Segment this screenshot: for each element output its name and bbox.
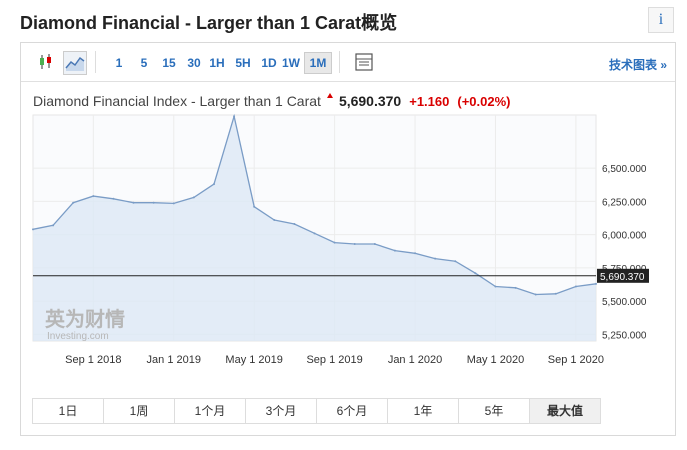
y-tick-label: 6,500.000 (602, 164, 647, 175)
data-point (333, 241, 336, 244)
y-tick-label: 5,250.000 (602, 330, 647, 341)
data-point (233, 115, 236, 118)
last-price-label: 5,690.370 (600, 272, 645, 283)
data-point (152, 201, 155, 204)
range-button-7[interactable]: 最大值 (529, 398, 601, 424)
timeframe-30[interactable]: 30 (187, 56, 201, 70)
data-point (414, 252, 417, 255)
timeframe-1w[interactable]: 1W (282, 56, 300, 70)
range-button-3[interactable]: 3个月 (245, 398, 316, 424)
range-button-0[interactable]: 1日 (32, 398, 103, 424)
data-point (293, 223, 296, 226)
price-change: +1.160 (409, 94, 450, 109)
range-button-1[interactable]: 1周 (103, 398, 174, 424)
data-point (574, 285, 577, 288)
y-tick-label: 5,500.000 (602, 297, 647, 308)
data-point (92, 195, 95, 198)
data-point (454, 260, 457, 263)
range-button-5[interactable]: 1年 (387, 398, 458, 424)
data-point (32, 228, 34, 231)
data-point (353, 242, 356, 245)
x-tick-label: May 1 2019 (225, 354, 282, 366)
timeframe-15[interactable]: 15 (162, 56, 176, 70)
data-point (514, 286, 517, 289)
timeframe-1h[interactable]: 1H (209, 56, 225, 70)
x-tick-label: Sep 1 2020 (548, 354, 604, 366)
timeframe-1d[interactable]: 1D (261, 56, 277, 70)
watermark-text: Investing.com (47, 331, 109, 342)
data-point (212, 183, 215, 186)
price-chart[interactable]: Sep 1 2018 Jan 1 2019 May 1 2019 Sep 1 2019… (21, 43, 675, 393)
data-point (434, 257, 437, 260)
data-point (474, 272, 477, 275)
data-point (534, 293, 537, 296)
last-price: 5,690.370 (338, 93, 402, 109)
chart-toolbar: 技术图表 » 1 5 15 30 1H 5H 1D 1W 1M (21, 43, 675, 82)
index-name: Diamond Financial Index - Larger than 1 … (33, 93, 321, 109)
range-button-6[interactable]: 5年 (458, 398, 529, 424)
timeframe-5[interactable]: 5 (140, 56, 148, 70)
data-point (595, 282, 597, 285)
area-chart-icon[interactable] (63, 51, 87, 75)
data-point (52, 224, 55, 227)
data-point (393, 249, 396, 252)
data-point (72, 201, 75, 204)
x-tick-label: Sep 1 2019 (306, 354, 362, 366)
y-tick-label: 6,000.000 (602, 231, 647, 242)
last-price-tag (597, 268, 649, 283)
data-point (192, 196, 195, 199)
data-point (172, 202, 175, 205)
area-fill (33, 116, 596, 341)
range-button-2[interactable]: 1个月 (174, 398, 245, 424)
timeframe-1[interactable]: 1 (115, 56, 123, 70)
up-arrow-icon (326, 93, 333, 98)
timeframe-5h[interactable]: 5H (235, 56, 251, 70)
data-point (253, 205, 256, 208)
chart-panel: 技术图表 » 1 5 15 30 1H 5H 1D 1W 1M Diamond Financia… (20, 42, 676, 436)
candlestick-icon[interactable] (35, 51, 57, 73)
advanced-chart-link[interactable]: 技术图表 » (608, 58, 667, 72)
settings-table-icon[interactable] (353, 51, 375, 73)
y-tick-label: 6,250.000 (602, 197, 647, 208)
x-tick-label: Jan 1 2020 (388, 354, 442, 366)
info-button[interactable]: i (648, 7, 674, 33)
range-button-4[interactable]: 6个月 (316, 398, 387, 424)
watermark-logo: 英为财情 (45, 307, 125, 331)
range-selector: 1日 1周 1个月 3个月 6个月 1年 5年 最大值 (32, 398, 602, 424)
chart-header: Diamond Financial Index - Larger than 1 … (33, 93, 510, 109)
data-point (313, 232, 316, 235)
data-point (273, 219, 276, 222)
data-point (554, 292, 557, 295)
page-title: Diamond Financial - Larger than 1 Carat概… (20, 13, 398, 33)
data-point (373, 242, 376, 245)
x-tick-label: Jan 1 2019 (147, 354, 201, 366)
x-tick-label: May 1 2020 (467, 354, 524, 366)
data-point (132, 201, 135, 204)
timeframe-1m[interactable]: 1M (304, 52, 332, 74)
data-point (112, 197, 115, 200)
x-tick-label: Sep 1 2018 (65, 354, 121, 366)
price-change-pct: (+0.02%) (457, 94, 511, 109)
data-point (494, 285, 497, 288)
